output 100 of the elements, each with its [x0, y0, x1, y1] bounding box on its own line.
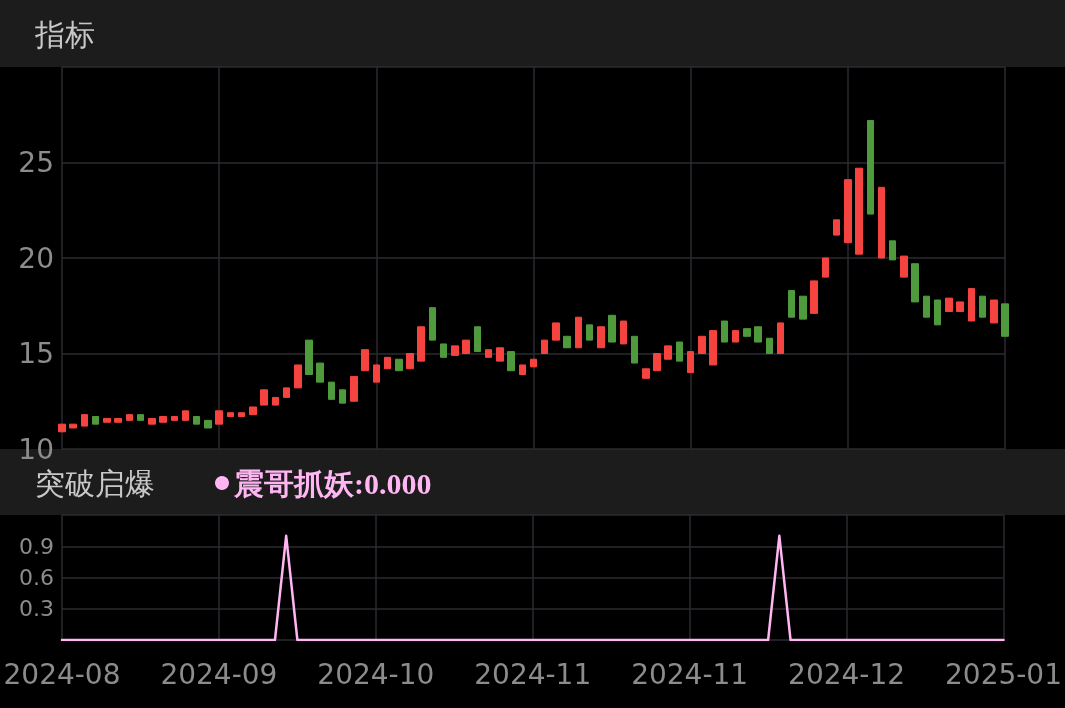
candlestick [642, 368, 650, 379]
candlestick [620, 320, 627, 345]
candlestick [822, 257, 829, 278]
candlestick [462, 339, 470, 354]
candlestick [227, 412, 234, 418]
candlestick [260, 389, 268, 406]
candlestick [373, 364, 380, 383]
chart-title: 指标 [34, 16, 95, 52]
x-tick-label: 2024-12 [788, 657, 906, 691]
candlestick [193, 416, 200, 425]
candlestick [249, 406, 257, 416]
candlestick [878, 186, 885, 259]
candlestick [563, 335, 571, 349]
candlestick [754, 326, 762, 343]
x-tick-label: 2024-11 [631, 657, 749, 691]
candlestick [676, 341, 683, 362]
candlestick [990, 299, 998, 324]
candlestick [204, 419, 212, 429]
candlestick [721, 320, 728, 343]
candlestick [451, 345, 459, 356]
candlestick [406, 353, 414, 370]
candlestick [833, 219, 840, 236]
candlestick [519, 364, 526, 376]
candlestick [934, 299, 941, 326]
candlestick [709, 330, 717, 366]
candlestick [316, 362, 324, 383]
candlestick [395, 358, 403, 372]
candlestick [148, 417, 156, 425]
candlestick [855, 167, 863, 255]
y-tick-label: 0.6 [19, 565, 54, 590]
candlestick [215, 410, 223, 425]
candlestick [608, 314, 616, 343]
candlestick [182, 410, 189, 421]
candlestick [429, 307, 436, 341]
candlestick [58, 423, 66, 433]
y-tick-label: 25 [18, 146, 54, 179]
candlestick [485, 349, 492, 358]
candlestick [552, 322, 560, 341]
chart-title: 突破启爆 [35, 465, 155, 501]
x-tick-label: 2024-11 [474, 657, 592, 691]
candlestick [889, 240, 896, 261]
candlestick [81, 414, 88, 427]
y-tick-label: 0.9 [19, 533, 54, 559]
x-tick-label: 2024-09 [160, 657, 278, 691]
candlestick [766, 337, 773, 354]
candlestick [541, 339, 548, 354]
candlestick [350, 375, 358, 402]
candlestick [732, 330, 739, 343]
candlestick [339, 389, 346, 404]
candlestick [911, 263, 919, 303]
candlestick [687, 351, 694, 374]
x-tick-label: 2025-01 [945, 657, 1062, 691]
candlestick [294, 364, 302, 389]
candlestick [474, 326, 481, 353]
candlestick [799, 295, 807, 320]
candlestick [698, 335, 706, 354]
y-tick-label: 10 [18, 432, 54, 466]
y-tick-label: 20 [18, 241, 54, 275]
candlestick [114, 417, 122, 423]
candlestick [664, 345, 672, 360]
candlestick [417, 326, 425, 362]
candlestick [530, 358, 537, 368]
candlestick [900, 255, 908, 278]
y-tick-label: 0.3 [19, 596, 54, 622]
candlestick [159, 416, 167, 423]
y-tick-label: 15 [18, 337, 54, 370]
candlestick [272, 396, 279, 406]
candlestick [103, 417, 111, 423]
candlestick [844, 179, 852, 244]
candlestick [283, 387, 290, 398]
candlestick [777, 322, 784, 354]
candlestick [788, 289, 795, 318]
candlestick [507, 351, 515, 372]
x-tick-label: 2024-10 [317, 657, 435, 691]
candlestick [923, 295, 930, 318]
candlestick [69, 423, 77, 429]
candlestick [810, 280, 818, 314]
candlestick [137, 414, 144, 421]
candlestick [968, 288, 975, 322]
candlestick [653, 353, 661, 372]
candlestick [328, 381, 335, 400]
candlestick [945, 297, 953, 312]
candlestick [586, 324, 593, 341]
candlestick [440, 343, 447, 358]
candlestick [743, 328, 751, 337]
candlestick [1001, 303, 1009, 337]
candlestick [305, 339, 313, 376]
candlestick [631, 335, 638, 364]
candlestick [238, 412, 245, 418]
candlestick [575, 316, 582, 349]
candlestick [979, 295, 986, 318]
legend-label: 震哥抓妖:0.000 [233, 466, 432, 500]
candlestick [956, 301, 964, 312]
candlestick [171, 416, 178, 421]
candlestick [496, 347, 504, 362]
candlestick [92, 416, 99, 425]
candlestick [361, 349, 369, 372]
candlestick [126, 414, 133, 421]
candlestick [384, 356, 391, 370]
candlestick [597, 326, 605, 349]
